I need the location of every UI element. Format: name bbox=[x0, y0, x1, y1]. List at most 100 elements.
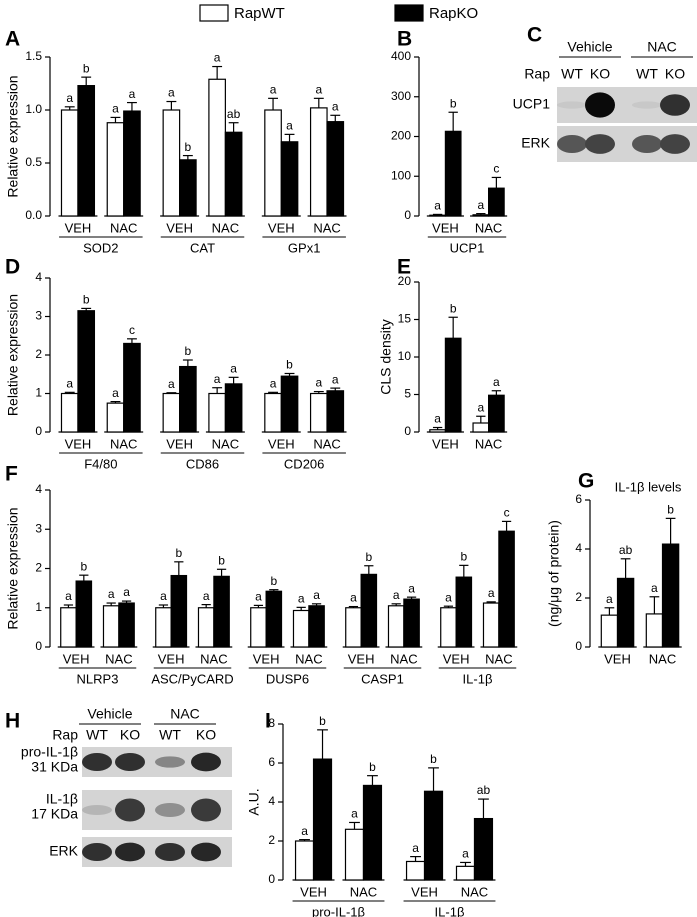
y-tick-label: 1 bbox=[35, 600, 42, 614]
lane-label: KO bbox=[120, 727, 140, 743]
band-label: ERK bbox=[521, 135, 550, 151]
lane-group-label: Vehicle bbox=[87, 706, 132, 722]
lane-group-label: NAC bbox=[170, 706, 200, 722]
x-tick-label: NAC bbox=[295, 651, 322, 666]
significance-letter: a bbox=[129, 87, 136, 101]
blot-band bbox=[82, 805, 112, 815]
significance-letter: a bbox=[123, 585, 130, 599]
band-label: pro-IL-1β bbox=[21, 744, 78, 760]
blot-band bbox=[632, 101, 662, 109]
x-tick-label: VEH bbox=[63, 651, 90, 666]
panel-label: F bbox=[5, 463, 18, 486]
group-label: NLRP3 bbox=[77, 671, 119, 686]
group-label: CD86 bbox=[186, 456, 219, 471]
x-tick-label: NAC bbox=[313, 220, 340, 235]
bar bbox=[488, 394, 505, 433]
y-tick-label: 8 bbox=[268, 716, 275, 730]
x-tick-label: NAC bbox=[110, 220, 137, 235]
bar bbox=[60, 109, 79, 217]
bar bbox=[106, 122, 125, 217]
bar bbox=[360, 573, 378, 648]
y-tick-label: 1 bbox=[35, 386, 42, 400]
significance-letter: b bbox=[369, 760, 376, 774]
x-tick-label: NAC bbox=[313, 436, 340, 451]
blot-band bbox=[155, 756, 185, 768]
bar bbox=[482, 602, 500, 648]
group-label: IL-1β bbox=[463, 671, 493, 686]
y-axis-label: Relative expression bbox=[5, 294, 21, 416]
bar bbox=[472, 422, 490, 433]
y-tick-label: 4 bbox=[575, 541, 582, 555]
y-tick-label: 4 bbox=[35, 270, 42, 284]
significance-letter: a bbox=[313, 588, 320, 602]
bar bbox=[488, 187, 505, 217]
significance-letter: a bbox=[445, 590, 452, 604]
blot-band bbox=[155, 803, 185, 817]
x-tick-label: VEH bbox=[432, 220, 459, 235]
significance-letter: b bbox=[319, 714, 326, 728]
blot-band bbox=[82, 843, 112, 861]
blot-band bbox=[660, 134, 690, 154]
significance-letter: a bbox=[112, 102, 119, 116]
group-label: F4/80 bbox=[84, 456, 117, 471]
y-axis-label: CLS density bbox=[378, 319, 394, 394]
x-tick-label: VEH bbox=[411, 884, 438, 899]
y-tick-label: 400 bbox=[391, 49, 411, 63]
significance-letter: a bbox=[408, 581, 415, 595]
x-tick-label: VEH bbox=[348, 651, 375, 666]
bar bbox=[264, 392, 282, 433]
x-tick-label: VEH bbox=[300, 884, 327, 899]
blot-band bbox=[191, 798, 221, 822]
blot-band bbox=[585, 92, 615, 118]
x-tick-label: VEH bbox=[253, 651, 280, 666]
x-tick-label: NAC bbox=[212, 436, 239, 451]
bar bbox=[362, 784, 383, 881]
bar bbox=[429, 429, 446, 433]
bar bbox=[265, 590, 283, 648]
y-tick-label: 3 bbox=[35, 309, 42, 323]
y-tick-label: 15 bbox=[398, 312, 412, 326]
group-label: IL-1β bbox=[435, 904, 465, 917]
x-tick-label: NAC bbox=[485, 651, 512, 666]
bar bbox=[292, 609, 310, 648]
bar bbox=[162, 392, 181, 433]
x-tick-label: VEH bbox=[268, 436, 295, 451]
y-tick-label: 0 bbox=[404, 424, 411, 438]
bar bbox=[308, 605, 325, 648]
significance-letter: a bbox=[160, 589, 167, 603]
significance-letter: a bbox=[315, 83, 322, 97]
significance-letter: b bbox=[185, 344, 192, 358]
bar bbox=[162, 109, 181, 217]
x-tick-label: VEH bbox=[604, 651, 631, 666]
y-axis-label: A.U. bbox=[246, 788, 262, 815]
significance-letter: a bbox=[270, 377, 277, 391]
blot-band bbox=[115, 753, 145, 771]
panel-label: I bbox=[265, 710, 271, 733]
bar bbox=[224, 131, 243, 217]
x-tick-label: NAC bbox=[105, 651, 132, 666]
y-tick-label: 2 bbox=[35, 347, 42, 361]
bar bbox=[309, 392, 328, 433]
x-tick-label: NAC bbox=[350, 884, 377, 899]
y-tick-label: 200 bbox=[391, 129, 411, 143]
chart-title: IL-1β levels bbox=[615, 479, 682, 494]
y-tick-label: 2 bbox=[575, 590, 582, 604]
significance-letter: a bbox=[393, 588, 400, 602]
significance-letter: ab bbox=[227, 107, 241, 121]
bar bbox=[264, 109, 282, 217]
significance-letter: b bbox=[667, 503, 674, 517]
significance-letter: a bbox=[434, 412, 441, 426]
panel-label: D bbox=[5, 256, 20, 279]
x-tick-label: VEH bbox=[443, 651, 470, 666]
bar bbox=[280, 141, 299, 217]
band-label: UCP1 bbox=[513, 96, 551, 112]
y-tick-label: 0.5 bbox=[25, 155, 42, 169]
group-label: GPx1 bbox=[288, 240, 321, 255]
group-label: CASP1 bbox=[361, 671, 404, 686]
panel-label: E bbox=[397, 256, 411, 279]
blot-band bbox=[115, 842, 145, 862]
y-tick-label: 1.0 bbox=[25, 102, 42, 116]
panel-label: A bbox=[5, 28, 20, 51]
significance-letter: a bbox=[270, 83, 277, 97]
bar bbox=[77, 310, 96, 433]
